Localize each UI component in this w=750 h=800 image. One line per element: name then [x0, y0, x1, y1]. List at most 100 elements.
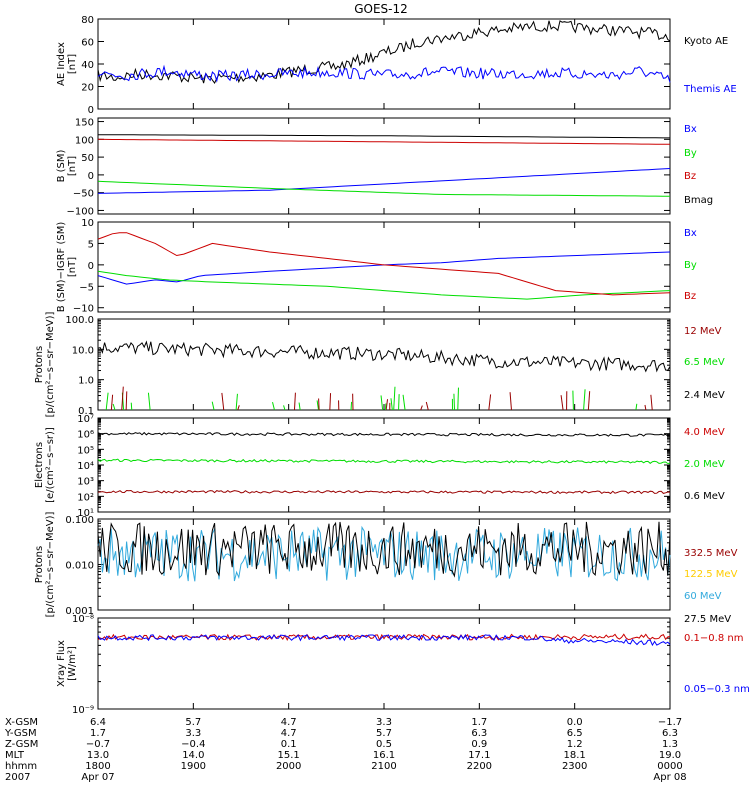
panel-6: 0.100 0.010 0.001 Protons[p/(cm²−s−sr−MeV)]… [34, 511, 738, 625]
flux-spike [425, 401, 429, 411]
ephemeris-cell: 4.7 [281, 717, 297, 728]
y-axis-label-line: Protons [34, 346, 45, 383]
legend-label: 0.1−0.8 nm [684, 633, 743, 644]
flux-spike [420, 405, 423, 411]
series-line-0-6-mev [97, 431, 671, 437]
ephemeris-cell: −0.4 [181, 739, 205, 750]
y-axis-label-line: B (SM) [56, 149, 67, 182]
ephemeris-cell: 3.3 [376, 717, 392, 728]
y-tick-label: 50 [81, 153, 94, 164]
y-axis-label-line: AE Index [56, 42, 67, 86]
series-line-by [97, 180, 670, 197]
y-tick-label: 10² [77, 492, 94, 503]
y-tick-label: −100 [67, 206, 94, 217]
legend-label: 12 MeV [684, 326, 722, 337]
series-line-themis-ae [97, 64, 671, 83]
legend-label: 6.5 MeV [684, 357, 725, 368]
flux-spike [650, 394, 653, 411]
legend-label: By [684, 148, 697, 159]
flux-spike [635, 403, 638, 411]
legend-label: Themis AE [683, 84, 737, 95]
y-tick-label: 100 [75, 135, 94, 146]
legend-label: 332.5 MeV [684, 548, 738, 559]
y-axis-label: Protons[p/(cm²−s−sr−MeV)] [34, 311, 56, 417]
ephemeris-cell: 1.7 [471, 717, 487, 728]
y-axis-label-line: [p/(cm²−s−sr−MeV)] [45, 511, 56, 617]
legend-label: 60 MeV [684, 591, 722, 602]
flux-spike [488, 394, 492, 411]
y-tick-label: 10⁻⁹ [72, 705, 94, 716]
flux-spike [318, 398, 320, 411]
flux-spike [147, 392, 151, 411]
flux-spike [560, 395, 564, 411]
flux-spike [293, 392, 296, 411]
flux-spike [121, 386, 124, 411]
y-tick-label: 10.0 [72, 345, 94, 356]
ephemeris-cell: 5.7 [376, 728, 392, 739]
ephemeris-row-label: MLT [5, 750, 25, 761]
y-tick-label: 0 [88, 171, 94, 182]
flux-spike [105, 392, 109, 411]
ephemeris-row-label: Y-GSM [4, 728, 37, 739]
legend-label: Bz [684, 171, 696, 182]
ephemeris-cell: 6.3 [471, 728, 487, 739]
ephemeris-cell: 18.1 [564, 750, 586, 761]
y-axis-label-line: [p/(cm²−s−sr−MeV)] [45, 311, 56, 417]
ephemeris-cell: 5.7 [185, 717, 201, 728]
flux-spike [130, 402, 133, 411]
plot-frame [97, 18, 671, 110]
y-axis-label-line: Protons [34, 546, 45, 583]
flux-spike [380, 395, 384, 411]
y-tick-label: 10⁵ [77, 445, 94, 456]
flux-spike [272, 401, 275, 411]
series-line-unlabeled [97, 489, 671, 495]
legend-label: Bx [684, 228, 697, 239]
y-tick-label: 80 [81, 15, 94, 26]
series-line-bx [97, 251, 671, 285]
series-line-bx [97, 168, 671, 194]
flux-spike [587, 391, 591, 411]
ephemeris-cell: 0.0 [567, 717, 583, 728]
ephemeris-cell: 2300 [562, 761, 587, 772]
plot-frame [97, 117, 671, 215]
legend-label: 27.5 MeV [684, 614, 731, 625]
ephemeris-cell: 6.4 [90, 717, 106, 728]
flux-spike [221, 392, 225, 411]
y-axis-label: Electrons[e/(cm²−s−sr)] [34, 427, 56, 503]
y-tick-label: 0.001 [65, 606, 94, 617]
ephemeris-cell: 1.3 [662, 739, 678, 750]
flux-spike [644, 404, 647, 411]
legend-label: Bz [684, 291, 696, 302]
y-tick-label: 150 [75, 118, 94, 129]
legend-label: Bx [684, 124, 697, 135]
flux-spike [211, 401, 215, 411]
y-tick-label: −50 [73, 189, 94, 200]
flux-spike [350, 401, 353, 411]
y-tick-label: 10¹ [77, 508, 94, 519]
y-axis-label-line: B (SM)−IGRF (SM) [56, 222, 67, 313]
y-tick-label: 0 [88, 261, 94, 272]
flux-spike [572, 390, 574, 411]
y-tick-label: 40 [81, 60, 94, 71]
ephemeris-table: X-GSMY-GSMZ-GSMMLThhmm20076.41.7−0.713.0… [4, 717, 687, 783]
y-tick-label: 1.0 [78, 376, 94, 387]
y-tick-label: 10⁷ [77, 414, 94, 425]
legend-label: 2.0 MeV [684, 459, 725, 470]
ephemeris-cell: 13.0 [87, 750, 109, 761]
ephemeris-row-label: Z-GSM [5, 739, 38, 750]
ephemeris-cell: 2200 [467, 761, 492, 772]
ephemeris-row-label: hhmm [5, 761, 37, 772]
ephemeris-cell: 2100 [371, 761, 396, 772]
y-tick-label: −5 [79, 282, 94, 293]
y-tick-label: 0 [88, 105, 94, 116]
flux-spike [390, 398, 393, 411]
flux-spike [398, 394, 400, 411]
series-line-kyoto-ae [97, 20, 671, 84]
flux-spike [298, 402, 301, 411]
flux-spike [237, 405, 240, 411]
figure-title: GOES-12 [354, 2, 408, 16]
ephemeris-cell: −1.7 [658, 717, 682, 728]
panel-7: 10⁻⁸ 10⁻⁹ Xray Flux[W/m²] 0.1−0.8 nm 0.05−0.… [56, 614, 750, 716]
legend-label: 122.5 MeV [684, 569, 738, 580]
